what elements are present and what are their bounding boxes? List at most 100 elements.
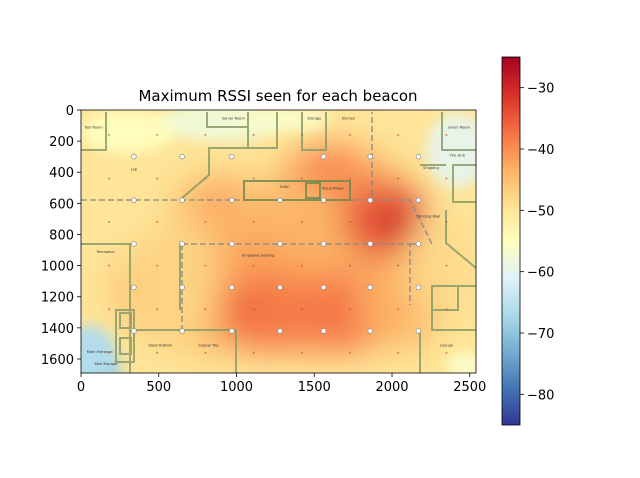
beacon-marker bbox=[415, 328, 422, 334]
beacon-marker bbox=[229, 241, 235, 247]
room-label: The Hub bbox=[449, 154, 466, 158]
minor-marker bbox=[204, 133, 207, 136]
beacon-marker bbox=[277, 197, 283, 204]
beacon-marker bbox=[229, 284, 235, 291]
chart-title: Maximum RSSI seen for each beacon bbox=[138, 87, 417, 105]
x-tick-label: 1500 bbox=[298, 380, 331, 395]
y-tick-label: 0 bbox=[66, 104, 74, 119]
beacon-markers bbox=[131, 153, 422, 334]
room-label: Glass Bottom bbox=[148, 344, 173, 348]
y-tick-label: 1600 bbox=[41, 353, 74, 368]
beacon-marker bbox=[179, 153, 185, 160]
minor-marker bbox=[397, 221, 400, 224]
beacon-marker bbox=[229, 153, 235, 160]
heat-blob bbox=[401, 215, 476, 316]
minor-marker bbox=[156, 351, 159, 354]
plot-frame bbox=[80, 109, 477, 374]
minor-marker bbox=[156, 308, 159, 311]
room-label: Employee Seating bbox=[242, 253, 275, 257]
y-tick-label: 400 bbox=[49, 166, 74, 181]
minor-marker bbox=[107, 177, 110, 180]
minor-marker bbox=[252, 308, 255, 311]
room-label: Lounge bbox=[440, 344, 454, 348]
beacon-marker bbox=[415, 241, 422, 247]
beacon-marker bbox=[179, 197, 185, 204]
minor-marker bbox=[349, 351, 352, 354]
room-labels: Tool Room Server Room Storage Kitchen Green … bbox=[83, 116, 470, 366]
beacon-marker bbox=[277, 328, 283, 334]
beacon-marker bbox=[367, 328, 374, 334]
minor-marker bbox=[397, 264, 400, 267]
beacon-marker bbox=[229, 328, 235, 334]
x-tick-label: 2500 bbox=[453, 380, 486, 395]
beacon-marker bbox=[320, 153, 327, 160]
coldspot bbox=[81, 110, 175, 154]
room-label: Shipping bbox=[423, 166, 439, 170]
beacon-marker bbox=[415, 153, 422, 160]
heat-blob bbox=[127, 218, 221, 344]
minor-marker bbox=[445, 221, 448, 224]
minor-marker bbox=[204, 221, 207, 224]
beacon-marker bbox=[131, 153, 137, 160]
y-tick-label: 800 bbox=[49, 228, 74, 243]
minor-marker bbox=[107, 308, 110, 311]
hotspot bbox=[238, 295, 267, 320]
y-tick-label: 1200 bbox=[41, 291, 74, 306]
y-tick-label: 1000 bbox=[41, 260, 74, 275]
beacon-marker bbox=[229, 197, 235, 204]
minor-marker bbox=[445, 264, 448, 267]
minor-marker bbox=[300, 177, 303, 180]
colorbar-tick-label: −60 bbox=[527, 266, 554, 281]
beacon-marker bbox=[415, 284, 422, 291]
minor-marker bbox=[107, 351, 110, 354]
minor-marker bbox=[107, 133, 110, 136]
minor-marker bbox=[107, 264, 110, 267]
room-label: Bike Storage bbox=[94, 362, 118, 366]
x-tick-label: 500 bbox=[146, 380, 171, 395]
beacon-marker bbox=[415, 197, 422, 204]
minor-marker bbox=[349, 221, 352, 224]
minor-marker bbox=[397, 308, 400, 311]
room-label: Lab bbox=[131, 168, 138, 172]
hotspot bbox=[374, 210, 403, 235]
minor-marker bbox=[204, 177, 207, 180]
minor-marker bbox=[252, 221, 255, 224]
room-label: Storage bbox=[307, 116, 322, 120]
hotspot bbox=[315, 160, 344, 185]
minor-markers bbox=[107, 133, 448, 354]
beacon-marker bbox=[179, 328, 185, 334]
x-tick-label: 1000 bbox=[220, 380, 253, 395]
beacon-marker bbox=[131, 284, 137, 291]
minor-marker bbox=[349, 133, 352, 136]
minor-marker bbox=[397, 177, 400, 180]
beacon-marker bbox=[277, 241, 283, 247]
y-tick-label: 1400 bbox=[41, 322, 74, 337]
minor-marker bbox=[156, 177, 159, 180]
room-label: Kitchen bbox=[342, 116, 356, 120]
colorbar-tick-label: −50 bbox=[527, 204, 554, 219]
minor-marker bbox=[445, 308, 448, 311]
minor-marker bbox=[252, 177, 255, 180]
minor-marker bbox=[204, 308, 207, 311]
x-axis: 0 500 1000 1500 2000 2500 bbox=[77, 373, 486, 395]
minor-marker bbox=[300, 351, 303, 354]
beacon-marker bbox=[131, 241, 137, 247]
minor-marker bbox=[397, 351, 400, 354]
minor-marker bbox=[204, 351, 207, 354]
beacon-marker bbox=[179, 241, 185, 247]
beacon-marker bbox=[320, 328, 327, 334]
minor-marker bbox=[252, 351, 255, 354]
heat-blob bbox=[213, 271, 323, 353]
colorbar: −30 −40 −50 −60 −70 −80 bbox=[501, 56, 554, 426]
room-label: Server Room bbox=[222, 116, 246, 120]
beacon-marker bbox=[367, 241, 374, 247]
room-label: Copper Top bbox=[198, 344, 219, 348]
minor-marker bbox=[300, 264, 303, 267]
minor-marker bbox=[156, 221, 159, 224]
room-label: Reception bbox=[97, 250, 115, 254]
minor-marker bbox=[397, 133, 400, 136]
minor-marker bbox=[107, 221, 110, 224]
colorbar-tick-label: −80 bbox=[527, 388, 554, 403]
minor-marker bbox=[300, 221, 303, 224]
minor-marker bbox=[349, 177, 352, 180]
